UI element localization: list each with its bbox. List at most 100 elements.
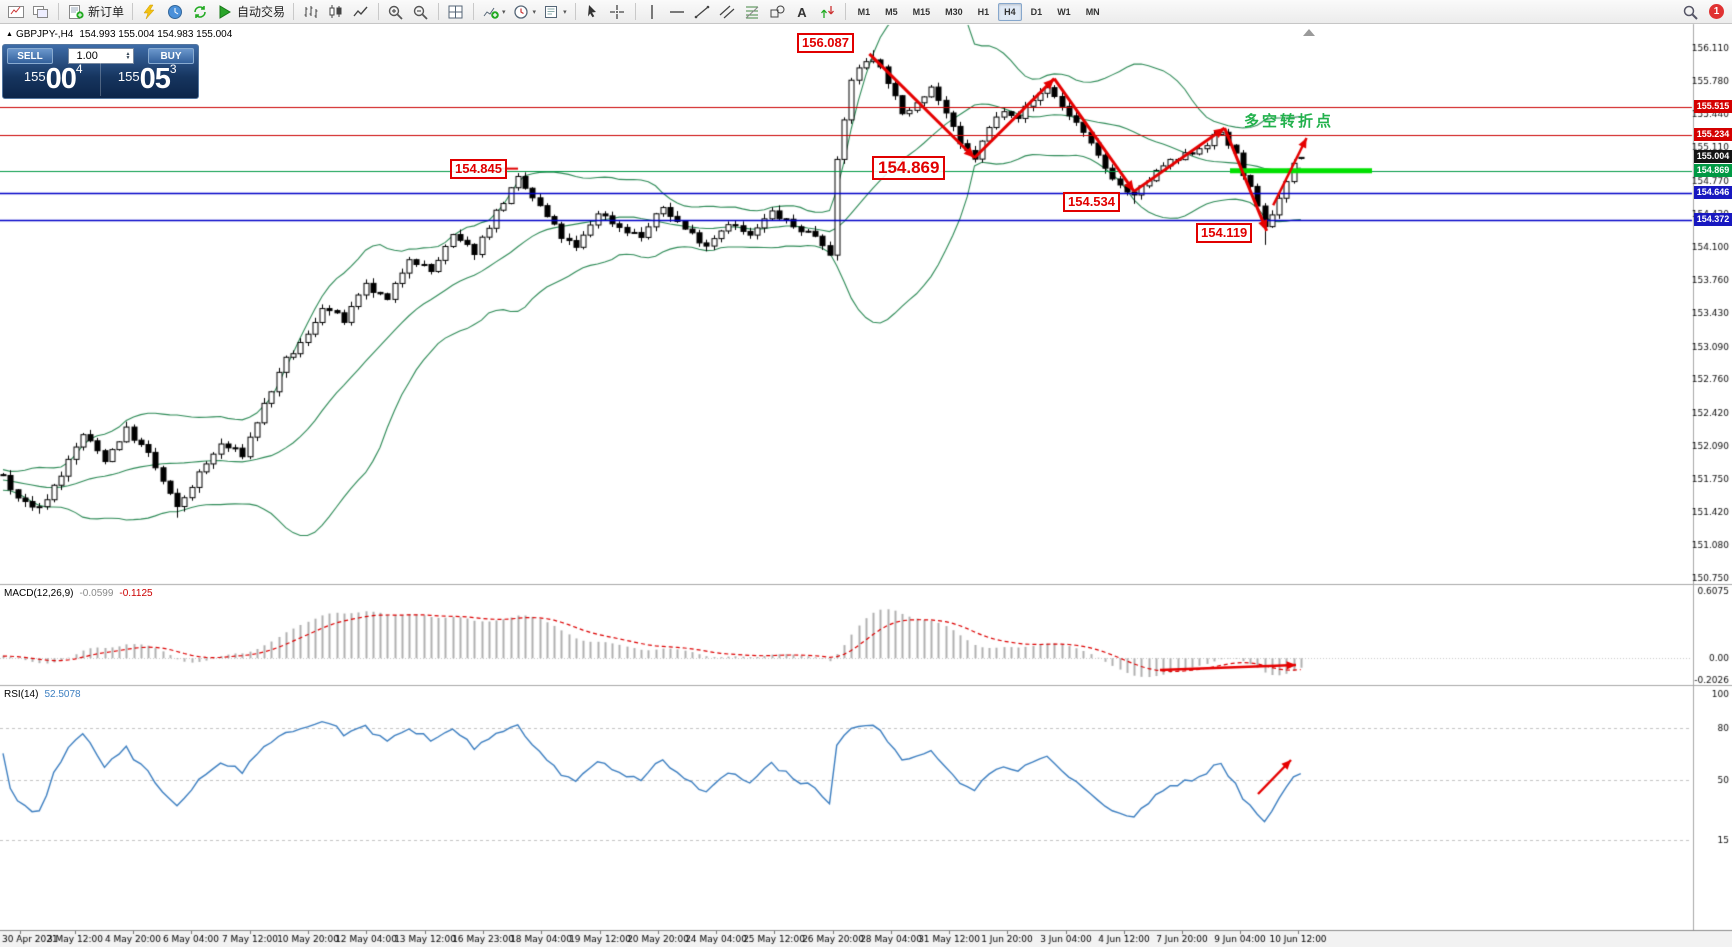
crosshair-icon[interactable] <box>606 2 630 22</box>
line-chart-icon <box>352 4 370 20</box>
timeframe-m30[interactable]: M30 <box>945 6 963 17</box>
toolbar-separator <box>293 3 295 20</box>
timeframe-mn[interactable]: MN <box>1085 6 1100 17</box>
horizontal-line-icon <box>669 4 687 20</box>
fibonacci-icon[interactable] <box>741 2 765 22</box>
buy-price-small: 155 <box>117 69 140 84</box>
arrows-icon[interactable] <box>816 2 840 22</box>
play-icon <box>216 4 234 20</box>
sell-price[interactable]: 155004 <box>7 62 101 96</box>
sell-price-small: 155 <box>23 69 46 84</box>
buy-price-sup: 3 <box>169 62 177 76</box>
rsi-name: RSI(14) <box>4 689 39 700</box>
indicators-icon <box>482 4 500 20</box>
timeframe-w1[interactable]: W1 <box>1057 6 1071 17</box>
timeframe-d1[interactable]: D1 <box>1030 6 1043 17</box>
timeframe-m1[interactable]: M1 <box>857 6 871 17</box>
macd-label: MACD(12,26,9) -0.0599 -0.1125 <box>4 588 153 599</box>
refresh-icon <box>191 4 209 20</box>
zoom-in-icon[interactable] <box>384 2 408 22</box>
price-annotation[interactable]: 154.119 <box>1196 222 1253 243</box>
sell-price-big: 00 <box>45 63 77 95</box>
templates-icon[interactable]: ▾ <box>540 2 570 22</box>
vertical-line-icon <box>644 4 662 20</box>
indicators-icon[interactable]: ▾ <box>479 2 509 22</box>
dropdown-arrow-icon[interactable]: ▾ <box>502 8 506 16</box>
tile-windows-icon[interactable] <box>444 2 468 22</box>
price-annotation[interactable]: 154.845 <box>450 158 507 179</box>
zoom-out-icon[interactable] <box>409 2 433 22</box>
dropdown-arrow-icon[interactable]: ▾ <box>563 8 567 16</box>
buy-button[interactable]: BUY <box>148 48 194 64</box>
chart-shift-marker-icon[interactable] <box>1303 29 1315 36</box>
toolbar-separator <box>438 3 440 20</box>
search-button[interactable] <box>1679 2 1703 22</box>
volume-spinner[interactable]: ▲ ▼ <box>125 51 131 61</box>
metaeditor-icon <box>141 4 159 20</box>
search-icon <box>1682 4 1700 20</box>
line-chart-icon[interactable] <box>349 2 373 22</box>
metaeditor-icon[interactable] <box>138 2 162 22</box>
toolbar-separator <box>634 3 636 20</box>
new-order-button[interactable]: 新订单 <box>64 2 127 22</box>
spinner-down-icon[interactable]: ▼ <box>125 55 131 61</box>
zoom-out-icon <box>412 4 430 20</box>
shapes-icon <box>769 4 787 20</box>
notification-badge[interactable]: 1 <box>1709 4 1724 19</box>
volume-input[interactable]: 1.00 ▲ ▼ <box>67 48 134 64</box>
timeframe-h4[interactable]: H4 <box>998 2 1022 21</box>
market-watch-icon[interactable] <box>163 2 187 22</box>
periods-icon <box>513 4 531 20</box>
shapes-icon[interactable] <box>766 2 790 22</box>
cursor-icon[interactable] <box>581 2 605 22</box>
sell-button[interactable]: SELL <box>7 48 53 64</box>
refresh-icon[interactable] <box>188 2 212 22</box>
channel-icon[interactable] <box>716 2 740 22</box>
text-icon: A <box>794 4 812 20</box>
chart-text-annotation[interactable]: 多空转折点 <box>1244 113 1335 130</box>
timeframe-m5[interactable]: M5 <box>885 6 898 17</box>
volume-value: 1.00 <box>76 50 98 62</box>
timeframe-h1[interactable]: H1 <box>977 6 990 17</box>
one-click-trading-panel: SELL 1.00 ▲ ▼ BUY 155004 155053 <box>2 44 199 99</box>
market-watch-icon <box>166 4 184 20</box>
collapse-triangle-icon[interactable]: ▲ <box>6 31 13 38</box>
price-annotation[interactable]: 154.534 <box>1063 192 1120 213</box>
autotrading-button[interactable]: 自动交易 <box>213 2 288 22</box>
sell-price-sup: 4 <box>75 62 83 76</box>
bar-chart-icon[interactable] <box>299 2 323 22</box>
toolbar-right-cluster: 1 <box>1679 2 1728 22</box>
chart-title: ▲ GBPJPY-,H4 154.993 155.004 154.983 155.0… <box>6 29 232 40</box>
toolbar-separator <box>574 3 576 20</box>
svg-text:A: A <box>797 5 807 20</box>
arrows-icon <box>819 4 837 20</box>
symbol-period: GBPJPY-,H4 <box>15 29 74 40</box>
profiles-icon[interactable] <box>29 2 53 22</box>
timeframe-m15[interactable]: M15 <box>912 6 931 17</box>
trendline-icon[interactable] <box>691 2 715 22</box>
toolbar: 新订单 自动交易 ▾ ▾ ▾ A M1 M5 M15 M30 H1 H4 D1 W1 MN 1 <box>0 0 1732 24</box>
text-icon[interactable]: A <box>791 2 815 22</box>
new-order-button-label: 新订单 <box>88 5 125 19</box>
spinner-up-icon[interactable]: ▲ <box>125 51 131 57</box>
candlestick-chart-icon <box>327 4 345 20</box>
buy-price[interactable]: 155053 <box>101 62 195 96</box>
vertical-line-icon[interactable] <box>641 2 665 22</box>
toolbar-separator <box>473 3 475 20</box>
periods-icon[interactable]: ▾ <box>510 2 540 22</box>
zoom-in-icon <box>387 4 405 20</box>
price-annotation[interactable]: 156.087 <box>797 33 854 54</box>
toolbar-separator <box>58 3 59 20</box>
dropdown-arrow-icon[interactable]: ▾ <box>532 8 537 16</box>
price-annotation[interactable]: 154.869 <box>872 155 946 180</box>
toolbar-separator <box>844 3 846 20</box>
horizontal-line-icon[interactable] <box>666 2 690 22</box>
toolbar-separator <box>132 3 134 20</box>
toolbar-separator <box>378 3 380 20</box>
ohlc-values: 154.993 155.004 154.983 155.004 <box>79 29 233 40</box>
macd-value-1: -0.0599 <box>79 588 114 599</box>
new-chart-icon[interactable] <box>4 2 28 22</box>
candlestick-chart-icon[interactable] <box>324 2 348 22</box>
